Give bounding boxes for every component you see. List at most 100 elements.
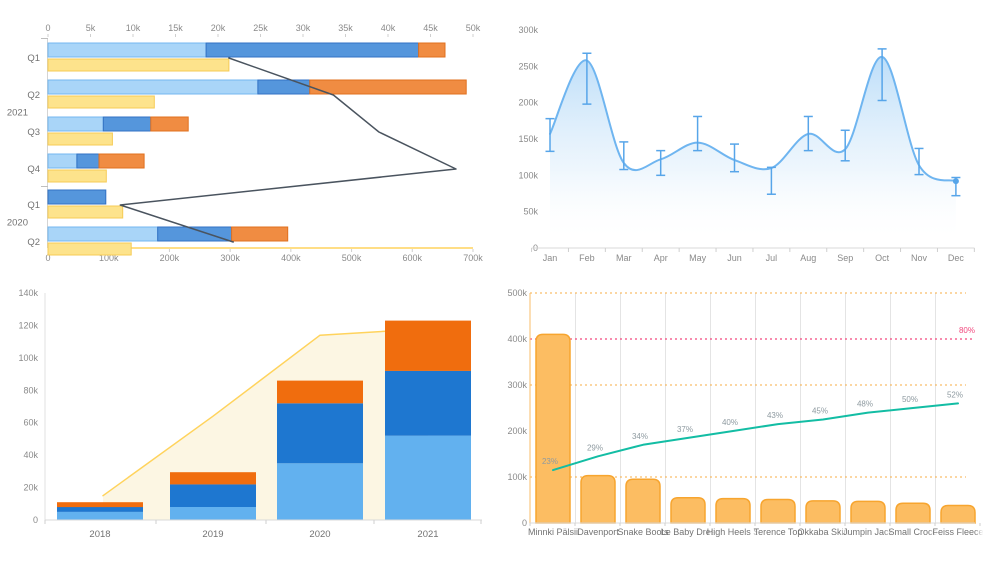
- product-label: Minnki Pälsii: [528, 527, 578, 537]
- stack-segment-blue[interactable]: [277, 403, 363, 464]
- product-label: Okkaba Skin: [797, 527, 848, 537]
- bottom-axis-tick-label: 700k: [463, 253, 483, 263]
- bar-segment-blue[interactable]: [76, 153, 100, 169]
- bar-yellow[interactable]: [47, 242, 132, 256]
- bar-segment-orange[interactable]: [418, 42, 446, 58]
- bar-segment-light-blue[interactable]: [47, 153, 78, 169]
- label-fade: [706, 527, 716, 538]
- top-axis-tick-label: 10k: [126, 23, 141, 33]
- pareto-bar[interactable]: [805, 500, 841, 524]
- panel-monthly-area-chart: 0 50k 100k 150k 200k 250k 300k Jan Feb Mar Apr May J…: [500, 0, 1000, 281]
- month-label: Dec: [948, 253, 965, 263]
- top-axis-tick-label: 35k: [338, 23, 353, 33]
- trend-curve[interactable]: [549, 55, 957, 183]
- bar-yellow[interactable]: [47, 95, 155, 109]
- top-axis-tick-label: 45k: [423, 23, 438, 33]
- bar-segment-orange[interactable]: [150, 116, 189, 132]
- product-label: Snake Boots: [617, 527, 669, 537]
- y-tick-label: 300k: [507, 380, 527, 390]
- stack-segment-light-blue[interactable]: [277, 463, 363, 521]
- pareto-bar[interactable]: [715, 497, 751, 524]
- bar-segment-light-blue[interactable]: [47, 226, 159, 242]
- yellow-overlay-line[interactable]: [102, 327, 429, 497]
- cumulative-pct-label: 43%: [767, 411, 783, 420]
- top-axis-tick-label: 0: [45, 23, 50, 33]
- bar-segment-blue[interactable]: [47, 189, 107, 205]
- bar-yellow[interactable]: [47, 169, 107, 183]
- cumulative-pct-label: 40%: [722, 418, 738, 427]
- bottom-axis-tick-label: 0: [45, 253, 50, 263]
- stack-segment-blue[interactable]: [57, 507, 143, 512]
- y-tick-label: 200k: [507, 426, 527, 436]
- cumulative-pct-label: 29%: [587, 443, 603, 452]
- y-tick-label: 60k: [23, 418, 38, 428]
- stack-segment-orange[interactable]: [57, 502, 143, 508]
- month-label: Jul: [766, 253, 778, 263]
- month-label: Apr: [654, 253, 668, 263]
- cumulative-pct-label: 45%: [812, 407, 828, 416]
- stack-segment-orange[interactable]: [170, 472, 256, 485]
- bottom-axis-tick-label: 400k: [281, 253, 301, 263]
- stack-segment-light-blue[interactable]: [385, 435, 471, 520]
- pareto-bar[interactable]: [625, 478, 661, 524]
- stack-segment-blue[interactable]: [385, 370, 471, 436]
- pareto-bar[interactable]: [760, 498, 796, 524]
- y-tick-label: 200k: [518, 98, 538, 108]
- cumulative-pct-label: 34%: [632, 432, 648, 441]
- panel-quarterly-bar-chart: 0 5k 10k 15k 20k 25k 30k 35k 40k 45k 50k 0 100k 200k 3…: [0, 0, 500, 281]
- year-label: 2020: [7, 218, 28, 229]
- bar-segment-light-blue[interactable]: [47, 79, 259, 95]
- bar-yellow[interactable]: [47, 132, 113, 146]
- comparison-line[interactable]: [119, 57, 457, 243]
- quarter-label: Q1: [27, 200, 40, 211]
- pareto-chart[interactable]: 80% 23% 29% 34% 37% 40% 43% 45% 48% 50% 52% 0 100k 20…: [500, 281, 1000, 562]
- pareto-bar[interactable]: [895, 502, 931, 524]
- y-tick-label: 100k: [18, 353, 38, 363]
- top-axis-tick-label: 50k: [466, 23, 481, 33]
- product-label: Davenport: [577, 527, 619, 537]
- pareto-bar[interactable]: [535, 333, 571, 524]
- pareto-bar[interactable]: [940, 504, 976, 524]
- stack-segment-light-blue[interactable]: [57, 511, 143, 520]
- bar-segment-orange[interactable]: [98, 153, 145, 169]
- quarter-label: Q1: [27, 53, 40, 64]
- product-label: Terence Top: [754, 527, 803, 537]
- month-label: Feb: [579, 253, 595, 263]
- y-tick-label: 120k: [18, 320, 38, 330]
- stack-segment-orange[interactable]: [277, 380, 363, 404]
- bar-segment-light-blue[interactable]: [47, 116, 104, 132]
- panel-yearly-stacked-chart: 0 20k 40k 60k 80k 100k 120k 140k 2018 2019 2020 202…: [0, 281, 500, 562]
- stack-segment-blue[interactable]: [170, 484, 256, 507]
- bar-segment-blue[interactable]: [257, 79, 311, 95]
- y-tick-label: 500k: [507, 288, 527, 298]
- y-tick-label: 20k: [23, 483, 38, 493]
- quarterly-bar-chart[interactable]: 0 5k 10k 15k 20k 25k 30k 35k 40k 45k 50k 0 100k 200k 3…: [0, 0, 500, 281]
- stack-segment-orange[interactable]: [385, 320, 471, 371]
- bar-segment-light-blue[interactable]: [47, 42, 207, 58]
- pareto-bar[interactable]: [850, 500, 886, 524]
- month-label: Mar: [616, 253, 632, 263]
- yearly-stacked-chart[interactable]: 0 20k 40k 60k 80k 100k 120k 140k 2018 2019 2020 202…: [0, 281, 500, 562]
- pareto-bar[interactable]: [580, 474, 616, 524]
- data-point-dec[interactable]: [952, 178, 959, 185]
- cumulative-line[interactable]: [552, 402, 959, 472]
- bar-segment-orange[interactable]: [309, 79, 467, 95]
- bar-yellow[interactable]: [47, 205, 124, 219]
- bar-segment-blue[interactable]: [102, 116, 152, 132]
- month-label: May: [689, 253, 707, 263]
- bar-segment-blue[interactable]: [205, 42, 420, 58]
- line-area-fill: [103, 328, 428, 520]
- bottom-axis-tick-label: 200k: [160, 253, 180, 263]
- top-axis-tick-label: 25k: [253, 23, 268, 33]
- top-axis-tick-label: 40k: [381, 23, 396, 33]
- bar-yellow[interactable]: [47, 58, 230, 72]
- reference-line-label: 80%: [959, 326, 975, 335]
- y-tick-label: 400k: [507, 334, 527, 344]
- y-tick-label: 100k: [507, 472, 527, 482]
- pareto-bar[interactable]: [670, 496, 706, 524]
- bar-segment-orange[interactable]: [231, 226, 289, 242]
- stack-segment-light-blue[interactable]: [170, 507, 256, 520]
- month-label: Aug: [800, 253, 816, 263]
